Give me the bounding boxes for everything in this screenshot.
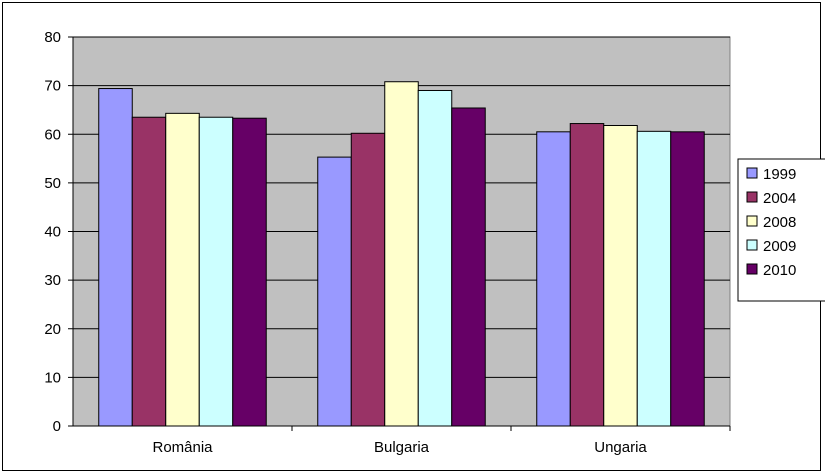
bar (603, 124, 638, 427)
legend-label: 2010 (763, 262, 796, 279)
y-tick-label: 70 (44, 78, 61, 95)
bar (165, 112, 200, 427)
legend-swatch (746, 191, 758, 203)
legend-swatch (746, 215, 758, 227)
bar (350, 132, 386, 427)
bar (131, 116, 167, 427)
category-label: Bulgaria (374, 439, 430, 456)
y-tick-label: 0 (53, 418, 61, 435)
legend (737, 158, 825, 302)
bar (384, 81, 419, 427)
y-tick-label: 10 (44, 369, 61, 386)
legend-swatch (746, 239, 758, 251)
legend-label: 1999 (763, 166, 796, 183)
bar (451, 107, 486, 427)
bar (670, 131, 705, 427)
legend-label: 2008 (763, 214, 796, 231)
category-label: România (152, 439, 213, 456)
bar (569, 123, 605, 427)
bar (317, 156, 352, 427)
legend-swatch (746, 167, 758, 179)
legend-label: 2009 (763, 238, 796, 255)
bar (636, 130, 672, 427)
bar (536, 131, 571, 427)
legend-label: 2004 (763, 190, 796, 207)
y-tick-label: 50 (44, 175, 61, 192)
bar (232, 117, 267, 427)
y-tick-label: 20 (44, 321, 61, 338)
category-label: Ungaria (594, 439, 647, 456)
bar (198, 116, 234, 427)
y-tick-label: 40 (44, 224, 61, 241)
bar (417, 89, 453, 427)
y-tick-label: 80 (44, 29, 61, 46)
legend-swatch (746, 263, 758, 275)
bar (98, 88, 133, 427)
y-tick-label: 30 (44, 272, 61, 289)
y-tick-label: 60 (44, 126, 61, 143)
